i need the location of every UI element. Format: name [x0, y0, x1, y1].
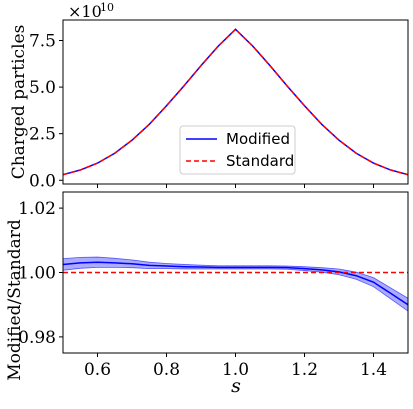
top-offset-label: ×10: [68, 2, 102, 21]
top-y-tick-label: 0.0: [29, 171, 56, 191]
bottom-x-tick-label: 0.6: [84, 360, 111, 380]
bottom-y-tick-label: 0.98: [18, 328, 56, 348]
top-y-tick-label: 2.5: [29, 125, 56, 145]
bottom-y-tick-label: 1.00: [18, 264, 56, 284]
legend-box: [179, 125, 296, 175]
top-series-line-standard: [62, 28, 409, 176]
top-panel: 0.0 2.5 5.0 7.5 ×10 10 Charged particles Mo…: [9, 1, 409, 191]
ratio-series-line-modified: [62, 261, 409, 306]
bottom-x-tick-label: 0.8: [153, 360, 180, 380]
bottom-x-tick-label: 1.4: [360, 360, 387, 380]
modified-error-band: [62, 256, 409, 312]
top-y-tick-label: 5.0: [29, 78, 56, 98]
top-y-tick-label: 7.5: [29, 32, 56, 52]
bottom-y-axis-label: Modified/Standard: [5, 219, 25, 381]
legend-standard-label: Standard: [226, 152, 294, 170]
top-offset-exponent: 10: [100, 1, 114, 14]
legend: Modified Standard: [179, 125, 296, 175]
legend-modified-label: Modified: [226, 130, 290, 148]
bottom-x-tick-label: 1.2: [291, 360, 318, 380]
bottom-panel: 0.98 1.00 1.02 0.6 0.8 1.0 1.2 1.4 Modified/Sta…: [5, 191, 409, 397]
x-axis-label: s: [231, 375, 241, 397]
top-y-axis-label: Charged particles: [9, 25, 29, 180]
bottom-y-tick-label: 1.02: [18, 199, 56, 219]
bottom-x-tick-label: 1.0: [222, 360, 249, 380]
